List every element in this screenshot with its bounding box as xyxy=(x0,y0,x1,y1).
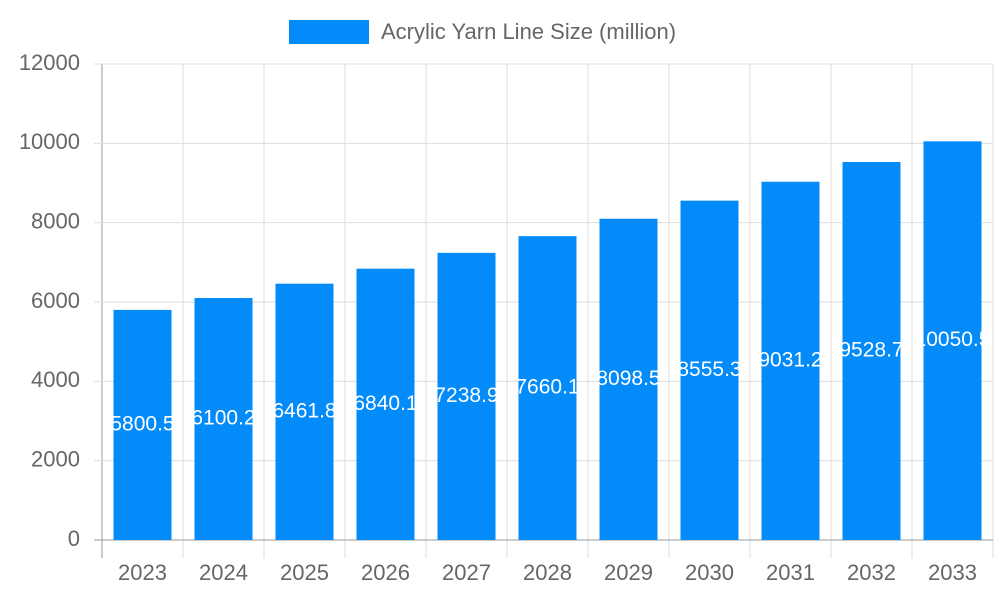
bar xyxy=(194,298,253,540)
bar xyxy=(761,181,820,541)
legend-swatch xyxy=(289,20,369,44)
bar xyxy=(923,141,982,540)
legend-label: Acrylic Yarn Line Size (million) xyxy=(381,19,676,44)
data-label: 6461.8 xyxy=(272,399,336,422)
data-label: 10050.5 xyxy=(915,328,991,351)
bar xyxy=(518,236,577,541)
data-label: 6840.1 xyxy=(353,392,417,415)
bar xyxy=(842,162,901,540)
y-tick-label: 10000 xyxy=(19,129,80,154)
x-tick-label: 2033 xyxy=(928,560,977,585)
x-tick-label: 2030 xyxy=(685,560,734,585)
x-tick-label: 2027 xyxy=(442,560,491,585)
data-label: 8098.5 xyxy=(596,367,660,390)
data-label: 6100.2 xyxy=(191,407,255,430)
data-label: 5800.5 xyxy=(110,413,174,436)
bar xyxy=(680,200,739,540)
x-tick-label: 2032 xyxy=(847,560,896,585)
bar xyxy=(356,268,415,540)
y-tick-label: 12000 xyxy=(19,50,80,75)
x-tick-label: 2028 xyxy=(523,560,572,585)
bar xyxy=(113,309,172,540)
data-label: 9528.7 xyxy=(839,339,903,362)
x-tick-label: 2029 xyxy=(604,560,653,585)
y-tick-label: 0 xyxy=(68,526,80,551)
data-label: 9031.2 xyxy=(758,348,822,371)
data-label: 7660.1 xyxy=(515,376,579,399)
x-tick-label: 2026 xyxy=(361,560,410,585)
y-tick-label: 2000 xyxy=(31,446,80,471)
y-tick-label: 8000 xyxy=(31,208,80,233)
y-tick-label: 4000 xyxy=(31,367,80,392)
bar xyxy=(275,283,334,540)
x-tick-label: 2023 xyxy=(118,560,167,585)
x-tick-label: 2025 xyxy=(280,560,329,585)
data-label: 7238.9 xyxy=(434,384,498,407)
bar xyxy=(437,252,496,540)
data-label: 8555.3 xyxy=(677,358,741,381)
x-tick-label: 2031 xyxy=(766,560,815,585)
bar xyxy=(599,218,658,540)
y-tick-label: 6000 xyxy=(31,288,80,313)
x-tick-label: 2024 xyxy=(199,560,248,585)
